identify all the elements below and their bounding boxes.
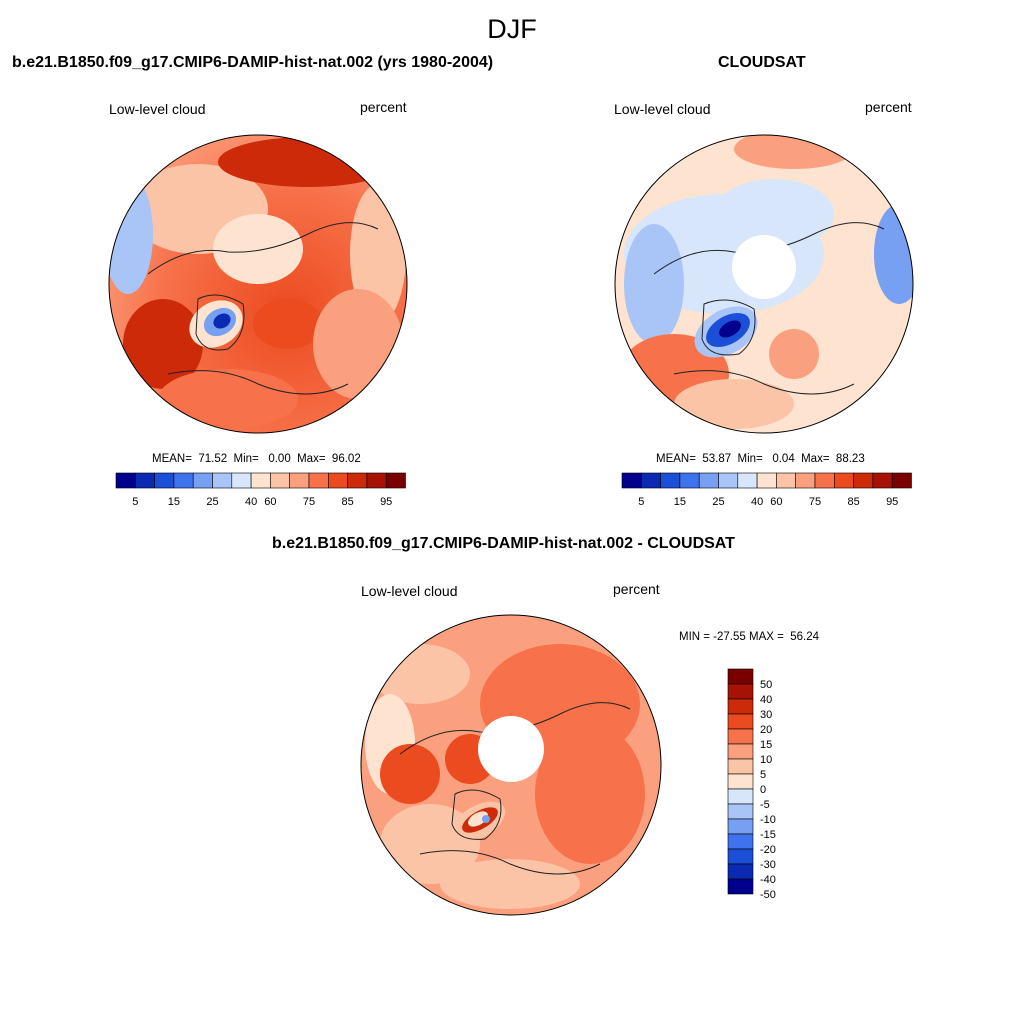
- colorbar-tick-label: 0: [760, 784, 766, 796]
- colorbar-box: [385, 472, 406, 489]
- colorbar-tick-label: -15: [760, 829, 776, 841]
- colorbar-tick-label: 95: [380, 496, 392, 508]
- panel-1-units-label: percent: [360, 99, 407, 115]
- colorbar-box: [173, 472, 194, 489]
- panel-3-variable-label: Low-level cloud: [361, 583, 458, 599]
- colorbar-box: [679, 472, 700, 489]
- colorbar-box: [115, 472, 136, 489]
- colorbar-tick-label: 95: [886, 496, 898, 508]
- panel-2-polar-map: [614, 134, 914, 434]
- colorbar-box: [727, 698, 754, 715]
- colorbar-box: [308, 472, 329, 489]
- colorbar-tick-label: 15: [674, 496, 686, 508]
- colorbar-tick-label: 15: [760, 739, 772, 751]
- colorbar-box: [795, 472, 816, 489]
- colorbar-box: [727, 833, 754, 850]
- colorbar-box: [727, 743, 754, 760]
- colorbar-tick-label: 5: [760, 769, 766, 781]
- colorbar-box: [727, 668, 754, 685]
- colorbar-tick-label: -50: [760, 889, 776, 901]
- panel-1-title: b.e21.B1850.f09_g17.CMIP6-DAMIP-hist-nat…: [12, 54, 494, 71]
- panel-1-stats: MEAN= 71.52 Min= 0.00 Max= 96.02: [152, 453, 361, 465]
- colorbar-tick-label: -30: [760, 859, 776, 871]
- colorbar-tick-label: 40: [760, 694, 772, 706]
- colorbar-tick-label: 5: [132, 496, 138, 508]
- colorbar-box: [853, 472, 874, 489]
- colorbar-tick-label: 15: [168, 496, 180, 508]
- colorbar-box: [621, 472, 642, 489]
- colorbar-tick-label: 40: [245, 496, 257, 508]
- colorbar-tick-label: 60: [770, 496, 782, 508]
- colorbar-box: [698, 472, 719, 489]
- colorbar-box: [231, 472, 252, 489]
- colorbar-box: [270, 472, 290, 489]
- colorbar-box: [212, 472, 233, 489]
- panel-2-units-label: percent: [865, 99, 912, 115]
- colorbar-box: [328, 472, 348, 489]
- colorbar-box: [834, 472, 854, 489]
- colorbar-tick-label: -5: [760, 799, 770, 811]
- figure-title: DJF: [487, 14, 537, 44]
- panel-3-title: b.e21.B1850.f09_g17.CMIP6-DAMIP-hist-nat…: [272, 535, 735, 552]
- colorbar-box: [891, 472, 912, 489]
- colorbar-tick-label: 40: [751, 496, 763, 508]
- colorbar-tick-label: 25: [712, 496, 724, 508]
- colorbar-box: [727, 863, 754, 880]
- colorbar-box: [154, 472, 175, 489]
- colorbar-box: [727, 758, 754, 775]
- colorbar-box: [737, 472, 758, 489]
- panel-3-units-label: percent: [613, 581, 660, 597]
- panel-1-colorbar: 5 15 25 40 60 75 85 95: [115, 472, 406, 508]
- colorbar-box: [640, 472, 661, 489]
- colorbar-box: [192, 472, 213, 489]
- panel-1-variable-label: Low-level cloud: [109, 101, 206, 117]
- colorbar-box: [756, 472, 777, 489]
- colorbar-box: [727, 683, 754, 700]
- colorbar-box: [814, 472, 835, 489]
- colorbar-tick-label: -10: [760, 814, 776, 826]
- colorbar-tick-label: 75: [303, 496, 315, 508]
- colorbar-box: [727, 848, 754, 865]
- colorbar-box: [727, 728, 754, 745]
- colorbar-tick-label: 75: [809, 496, 821, 508]
- panel-3-stats: MIN = -27.55 MAX = 56.24: [679, 631, 819, 643]
- panel-2-variable-label: Low-level cloud: [614, 101, 711, 117]
- panel-2-colorbar: 5 15 25 40 60 75 85 95: [621, 472, 912, 508]
- colorbar-box: [776, 472, 796, 489]
- colorbar-tick-label: 25: [206, 496, 218, 508]
- colorbar-tick-label: 50: [760, 679, 772, 691]
- colorbar-tick-label: 5: [638, 496, 644, 508]
- colorbar-box: [727, 803, 754, 820]
- colorbar-tick-label: 85: [341, 496, 353, 508]
- colorbar-box: [718, 472, 739, 489]
- colorbar-tick-label: -40: [760, 874, 776, 886]
- colorbar-tick-label: 85: [847, 496, 859, 508]
- colorbar-tick-label: 30: [760, 709, 772, 721]
- panel-1-polar-map: [108, 134, 408, 434]
- colorbar-box: [727, 773, 754, 790]
- colorbar-box: [134, 472, 155, 489]
- colorbar-tick-label: -20: [760, 844, 776, 856]
- colorbar-box: [366, 472, 387, 489]
- panel-2-stats: MEAN= 53.87 Min= 0.04 Max= 88.23: [656, 453, 865, 465]
- colorbar-box: [289, 472, 310, 489]
- colorbar-box: [660, 472, 681, 489]
- colorbar-tick-label: 10: [760, 754, 772, 766]
- colorbar-box: [727, 788, 754, 805]
- colorbar-box: [872, 472, 893, 489]
- panel-2-title: CLOUDSAT: [718, 54, 806, 71]
- panel-3-polar-map: [360, 614, 662, 916]
- colorbar-tick-label: 60: [264, 496, 276, 508]
- colorbar-box: [727, 713, 754, 730]
- colorbar-box: [347, 472, 368, 489]
- colorbar-tick-label: 20: [760, 724, 772, 736]
- colorbar-box: [727, 818, 754, 835]
- colorbar-box: [250, 472, 271, 489]
- colorbar-box: [727, 878, 754, 895]
